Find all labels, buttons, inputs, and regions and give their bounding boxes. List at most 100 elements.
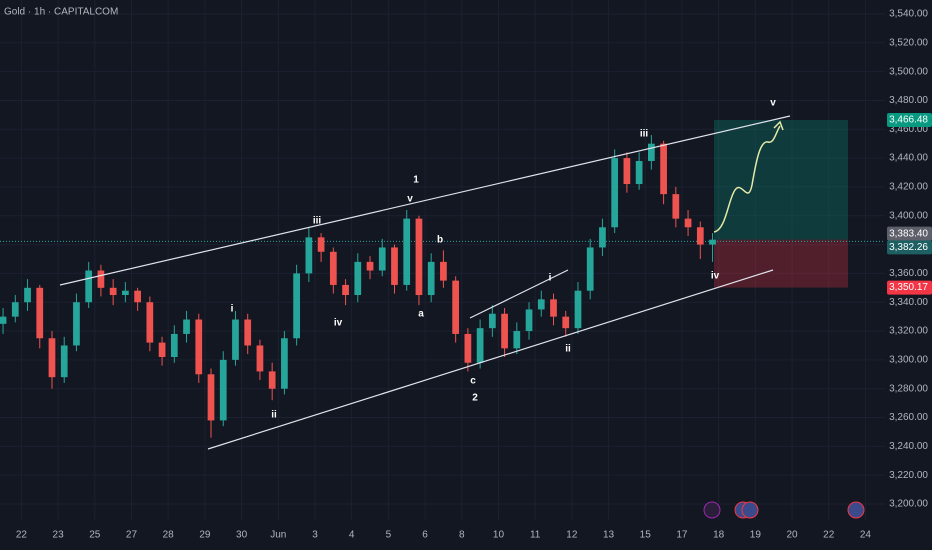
candle-body xyxy=(464,333,472,363)
x-tick-label: 8 xyxy=(459,530,465,541)
candle-body xyxy=(305,237,313,274)
wave-label: iv xyxy=(711,271,720,282)
candle-body xyxy=(635,160,643,185)
candle-body xyxy=(684,218,692,228)
candle-body xyxy=(109,287,117,296)
candle-body xyxy=(366,261,374,271)
x-tick-label: 17 xyxy=(676,530,688,541)
candle-body xyxy=(452,280,460,334)
x-tick-label: 29 xyxy=(199,530,211,541)
x-tick-label: 24 xyxy=(860,530,872,541)
y-tick-label: 3,300.00 xyxy=(889,355,928,366)
target-box xyxy=(714,119,848,240)
x-tick-label: 10 xyxy=(493,530,505,541)
candle-body xyxy=(11,302,19,317)
candle-body xyxy=(60,345,68,378)
price-badge-label: 3,382.26 xyxy=(889,242,928,253)
lower-trendline xyxy=(207,269,774,450)
candle-body xyxy=(354,261,362,296)
candle-body xyxy=(317,237,325,252)
x-tick-label: 11 xyxy=(530,530,541,541)
candle-body xyxy=(672,194,680,219)
candle-body xyxy=(696,227,704,245)
candle-body xyxy=(24,287,31,303)
candle-body xyxy=(244,319,252,346)
candle-body xyxy=(329,251,337,285)
projection-arrow xyxy=(773,120,784,131)
candle-body xyxy=(85,270,93,303)
x-tick-label: 13 xyxy=(603,530,615,541)
y-tick-label: 3,320.00 xyxy=(889,326,928,337)
event-icons xyxy=(703,501,865,519)
y-tick-label: 3,540.00 xyxy=(889,9,928,20)
wave-label: b xyxy=(437,235,443,246)
y-tick-label: 3,340.00 xyxy=(889,297,928,308)
candle-body xyxy=(256,345,264,372)
candle-body xyxy=(427,261,435,296)
price-badge xyxy=(887,240,932,255)
price-badge-label: 3,350.17 xyxy=(889,282,928,293)
candle-body xyxy=(586,247,594,291)
position-boxes xyxy=(0,119,885,288)
channel-lines xyxy=(59,115,791,450)
candle-body xyxy=(219,359,227,421)
candle-body xyxy=(648,143,655,161)
y-tick-label: 3,360.00 xyxy=(889,268,928,279)
price-badge xyxy=(887,226,932,241)
y-tick-label: 3,440.00 xyxy=(889,153,928,164)
y-tick-label: 3,260.00 xyxy=(889,412,928,423)
chart-title: Gold · 1h · CAPITALCOM xyxy=(4,7,118,18)
candle-body xyxy=(268,371,276,389)
x-tick-label: 23 xyxy=(53,530,65,541)
candle-body xyxy=(281,338,288,389)
candle-body xyxy=(48,338,56,378)
candle-body xyxy=(195,319,203,375)
candle-body xyxy=(574,290,582,329)
inner-trendline xyxy=(469,269,569,319)
candle-body xyxy=(525,309,533,332)
wave-label: ii xyxy=(565,344,571,355)
projection-path xyxy=(713,125,781,233)
candle-body xyxy=(623,158,631,185)
x-tick-label: Jun xyxy=(270,530,286,541)
candles xyxy=(0,135,716,438)
event-icon xyxy=(703,501,721,519)
x-tick-label: 6 xyxy=(422,530,428,541)
wave-label: i xyxy=(549,273,552,284)
wave-label: iii xyxy=(313,216,322,227)
candle-body xyxy=(513,331,521,349)
wave-label: 1 xyxy=(413,175,419,186)
wave-label: v xyxy=(770,98,776,109)
candle-body xyxy=(378,247,386,271)
candle-body xyxy=(342,284,349,296)
wave-label: iii xyxy=(640,129,649,140)
grid xyxy=(0,0,885,520)
candle-body xyxy=(0,316,7,324)
x-tick-label: 15 xyxy=(640,530,652,541)
candle-body xyxy=(183,319,190,334)
candle-body xyxy=(391,247,398,285)
candle-body xyxy=(501,313,508,349)
event-icon xyxy=(847,501,865,519)
x-tick-label: 4 xyxy=(349,530,355,541)
candle-body xyxy=(293,273,300,339)
y-tick-label: 3,220.00 xyxy=(889,470,928,481)
x-tick-label: 20 xyxy=(786,530,798,541)
x-tick-label: 25 xyxy=(89,530,101,541)
y-tick-label: 3,420.00 xyxy=(889,182,928,193)
candle-body xyxy=(97,270,105,288)
y-tick-label: 3,400.00 xyxy=(889,210,928,221)
x-axis: 22 23 25 27 28 29 30 Jun 3 4 5 6 8 10 11 12 13 15 17 18 19 20… xyxy=(16,530,872,541)
candle-body xyxy=(550,299,557,317)
x-tick-label: 3 xyxy=(312,530,318,541)
price-badge-label: 3,466.48 xyxy=(889,115,928,126)
candle-body xyxy=(599,227,606,248)
candle-body xyxy=(170,333,178,357)
candle-body xyxy=(158,342,166,357)
candle-body xyxy=(476,328,484,363)
x-tick-label: 12 xyxy=(566,530,578,541)
x-tick-label: 22 xyxy=(823,530,835,541)
